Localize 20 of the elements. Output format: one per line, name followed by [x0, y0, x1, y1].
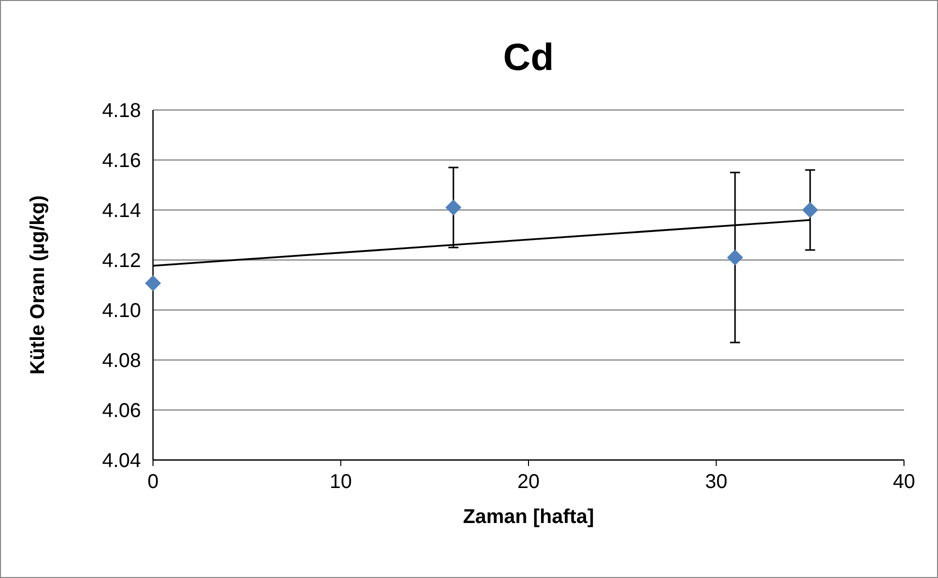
point: [802, 202, 818, 218]
x-tick-label: 40: [892, 471, 916, 493]
x-tick-label: 10: [330, 471, 352, 493]
x-axis-title: Zaman [hafta]: [462, 506, 594, 528]
y-tick-label: 4.18: [102, 100, 141, 122]
x-tick-label: 30: [705, 471, 728, 493]
y-tick-label: 4.10: [102, 300, 141, 322]
y-tick-label: 4.16: [102, 150, 141, 172]
point: [445, 200, 462, 216]
y-tick-label: 4.12: [102, 250, 141, 272]
y-tick-label: 4.08: [102, 350, 141, 372]
y-tick-label: 4.14: [102, 200, 141, 222]
chart-title: Cd: [503, 37, 554, 79]
point: [145, 275, 161, 292]
y-tick-label: 4.06: [102, 400, 141, 422]
x-tick-label: 0: [147, 471, 159, 493]
y-tick-label: 4.04: [102, 450, 141, 472]
x-tick-label: 20: [517, 471, 540, 493]
y-axis-title: Kütle Oranı (µg/kg): [27, 195, 49, 375]
point: [727, 250, 744, 266]
